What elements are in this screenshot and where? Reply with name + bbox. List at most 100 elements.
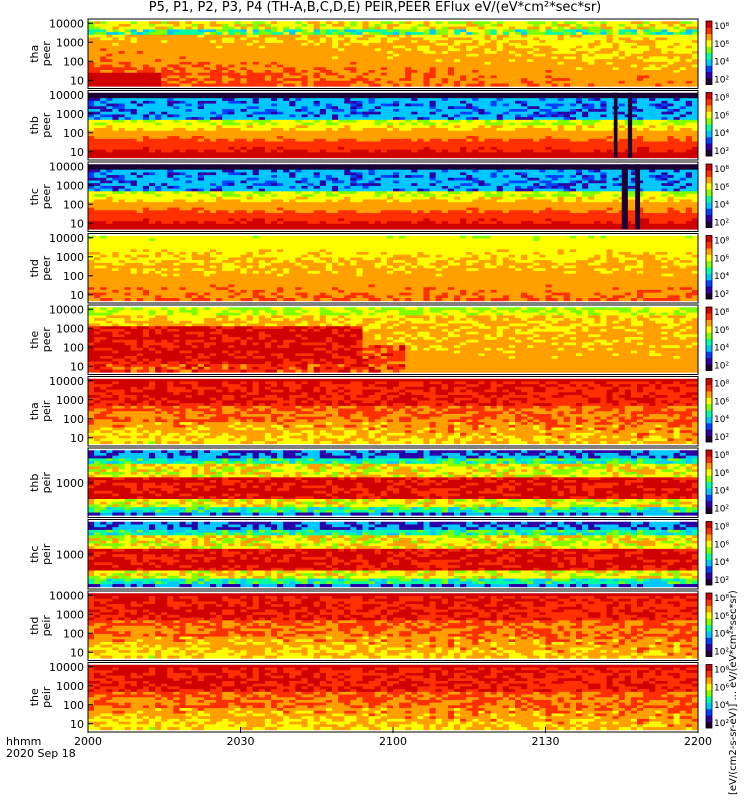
- spectrogram-cell: [607, 81, 614, 84]
- spectrogram-cell: [503, 139, 510, 142]
- spectrogram-cell: [88, 81, 95, 84]
- spectrogram-cell: [94, 84, 101, 87]
- spectrogram-cell: [295, 24, 302, 27]
- spectrogram-cell: [430, 78, 437, 81]
- spectrogram-cell: [381, 104, 388, 107]
- spectrogram-cell: [448, 48, 455, 51]
- spectrogram-cell: [241, 24, 248, 27]
- spectrogram-cell: [338, 150, 345, 153]
- spectrogram-cell: [411, 150, 418, 153]
- spectrogram-cell: [527, 46, 534, 49]
- spectrogram-cell: [338, 152, 345, 155]
- spectrogram-cell: [192, 150, 199, 153]
- spectrogram-cell: [692, 29, 699, 32]
- spectrogram-cell: [570, 136, 577, 139]
- spectrogram-cell: [180, 109, 187, 112]
- spectrogram-cell: [222, 65, 229, 68]
- spectrogram-cell: [527, 128, 534, 131]
- spectrogram-cell: [375, 131, 382, 134]
- spectrogram-cell: [320, 21, 327, 24]
- spectrogram-cell: [356, 117, 363, 120]
- spectrogram-cell: [161, 65, 168, 68]
- spectrogram-cell: [283, 131, 290, 134]
- spectrogram-cell: [588, 155, 595, 158]
- spectrogram-cell: [503, 35, 510, 38]
- spectrogram-cell: [539, 21, 546, 24]
- spectrogram-cell: [356, 123, 363, 126]
- spectrogram-cell: [283, 27, 290, 30]
- spectrogram-cell: [100, 133, 107, 136]
- spectrogram-cell: [180, 114, 187, 117]
- spectrogram-cell: [332, 81, 339, 84]
- spectrogram-cell: [607, 93, 614, 96]
- spectrogram-cell: [649, 21, 656, 24]
- spectrogram-cell: [643, 81, 650, 84]
- spectrogram-cell: [106, 70, 113, 73]
- spectrogram-cell: [558, 147, 565, 150]
- spectrogram-cell: [424, 27, 431, 30]
- spectrogram-cell: [350, 35, 357, 38]
- spectrogram-cell: [88, 56, 95, 59]
- spectrogram-cell: [363, 75, 370, 78]
- spectrogram-cell: [234, 155, 241, 158]
- spectrogram-cell: [247, 144, 254, 147]
- spectrogram-cell: [436, 73, 443, 76]
- spectrogram-cell: [668, 144, 675, 147]
- spectrogram-cell: [381, 40, 388, 43]
- spectrogram-cell: [119, 150, 126, 153]
- spectrogram-cell: [442, 93, 449, 96]
- spectrogram-cell: [546, 133, 553, 136]
- spectrogram-cell: [570, 51, 577, 54]
- spectrogram-cell: [247, 109, 254, 112]
- spectrogram-cell: [143, 144, 150, 147]
- spectrogram-cell: [686, 32, 693, 35]
- spectrogram-cell: [137, 67, 144, 70]
- spectrogram-cell: [607, 101, 614, 104]
- spectrogram-cell: [204, 51, 211, 54]
- spectrogram-cell: [265, 128, 272, 131]
- spectrogram-cell: [216, 73, 223, 76]
- spectrogram-cell: [527, 65, 534, 68]
- spectrogram-cell: [326, 32, 333, 35]
- spectrogram-cell: [503, 32, 510, 35]
- spectrogram-cell: [259, 98, 266, 101]
- spectrogram-cell: [363, 46, 370, 49]
- spectrogram-cell: [283, 142, 290, 145]
- spectrogram-cell: [338, 117, 345, 120]
- spectrogram-cell: [228, 147, 235, 150]
- spectrogram-cell: [314, 95, 321, 98]
- spectrogram-cell: [131, 93, 138, 96]
- spectrogram-cell: [576, 38, 583, 41]
- spectrogram-cell: [186, 27, 193, 30]
- spectrogram-cell: [344, 29, 351, 32]
- spectrogram-cell: [277, 114, 284, 117]
- spectrogram-cell: [399, 125, 406, 128]
- spectrogram-cell: [387, 136, 394, 139]
- spectrogram-cell: [668, 75, 675, 78]
- spectrogram-cell: [338, 142, 345, 145]
- spectrogram-cell: [417, 24, 424, 27]
- spectrogram-cell: [552, 152, 559, 155]
- spectrogram-cell: [344, 123, 351, 126]
- spectrogram-cell: [253, 54, 260, 57]
- spectrogram-cell: [533, 120, 540, 123]
- spectrogram-cell: [442, 147, 449, 150]
- spectrogram-cell: [149, 133, 156, 136]
- spectrogram-cell: [253, 65, 260, 68]
- spectrogram-cell: [247, 117, 254, 120]
- spectrogram-cell: [247, 24, 254, 27]
- spectrogram-cell: [350, 67, 357, 70]
- spectrogram-cell: [661, 109, 668, 112]
- spectrogram-cell: [210, 112, 217, 115]
- spectrogram-cell: [161, 109, 168, 112]
- colorbar-swatch: [706, 59, 712, 66]
- spectrogram-cell: [466, 21, 473, 24]
- spectrogram-cell: [161, 81, 168, 84]
- spectrogram-cell: [485, 62, 492, 65]
- spectrogram-cell: [338, 38, 345, 41]
- spectrogram-cell: [564, 133, 571, 136]
- spectrogram-cell: [100, 139, 107, 142]
- spectrogram-cell: [466, 78, 473, 81]
- spectrogram-cell: [216, 133, 223, 136]
- spectrogram-cell: [478, 21, 485, 24]
